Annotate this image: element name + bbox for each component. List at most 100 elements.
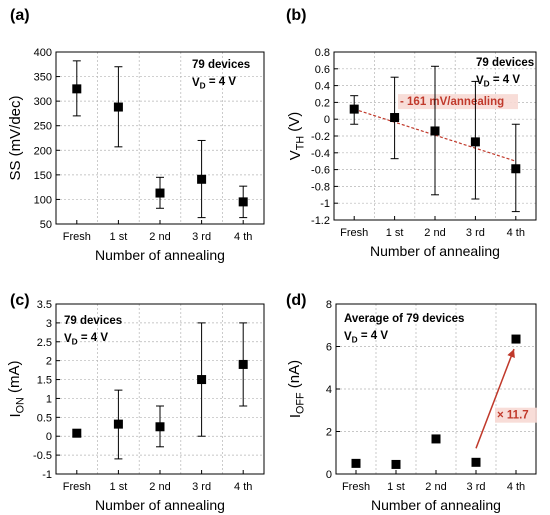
x-tick-label: 2 nd [149,231,170,243]
y-tick-label: 300 [34,96,52,108]
annotation: VD​ = 4 V [192,76,236,90]
x-tick-label: Fresh [63,231,91,243]
x-tick-label: 4 th [234,231,252,243]
y-tick-label: -1 [42,469,52,481]
y-tick-label: 0.4 [315,81,330,93]
x-tick-label: 3 rd [192,231,211,243]
y-tick-label: 150 [34,170,52,182]
y-tick-label: 0.2 [315,97,330,109]
data-point [155,188,165,198]
x-tick-label: Fresh [342,481,370,493]
trend-label-bg [398,94,518,110]
annotation: Average of 79 devices [344,313,464,325]
x-axis-label: Number of annealing [370,243,500,259]
x-tick-label: 4 th [234,481,252,493]
growth-label-bg [495,407,537,423]
panel-4: 0 2 4 6 8 Fresh 1 st 2 nd 3 rd 4 th Number of anne… [286,292,537,513]
data-point [72,84,82,94]
x-tick-label: 2 nd [425,481,446,493]
panel-1: 50 100 150 200 250 300 350 400 Fresh 1 st 2 nd 3 rd… [7,7,265,263]
y-axis-label: ION​ (mA) [6,360,27,417]
annotation: 79 devices [476,57,534,69]
growth-label: × 11.7 [497,410,529,422]
y-tick-label: 2 [46,356,52,368]
y-tick-label: -0.5 [33,450,52,462]
x-tick-label: 3 rd [192,481,211,493]
panel-label: (a) [10,7,30,24]
panel-label: (d) [286,292,306,309]
x-tick-label: 4 th [507,481,525,493]
panel-label: (b) [286,7,306,24]
data-point [238,197,248,207]
y-tick-label: 0 [326,469,332,481]
x-tick-label: 1 st [387,481,405,493]
data-point [351,458,361,468]
x-tick-label: 2 nd [424,227,445,239]
y-tick-label: 250 [34,121,52,133]
y-tick-label: 100 [34,194,52,206]
y-tick-label: -0.4 [311,148,330,160]
data-point [470,137,480,147]
data-point [390,113,400,123]
y-tick-label: 0.5 [37,412,52,424]
data-point [113,102,123,112]
x-tick-label: 3 rd [467,481,486,493]
y-tick-label: 2 [326,427,332,439]
data-point [511,334,521,344]
trend-label: - 161 mV/annealing [400,96,504,108]
data-point [197,174,207,184]
data-point [72,428,82,438]
y-tick-label: 1.5 [37,375,52,387]
y-tick-label: 400 [34,47,52,59]
annotation: VD​ = 4 V [344,330,388,344]
x-tick-label: 1 st [110,481,128,493]
x-axis-label: Number of annealing [371,497,501,513]
annotation: 79 devices [64,315,122,327]
data-point [349,104,359,114]
y-tick-label: 6 [326,342,332,354]
x-tick-label: Fresh [340,227,368,239]
y-tick-label: 200 [34,145,52,157]
y-tick-label: 2.5 [37,337,52,349]
y-tick-label: 0.6 [315,64,330,76]
x-axis-label: Number of annealing [95,247,225,263]
panel-3: -1 -0.5 0 0.5 1 1.5 2 2.5 3 3.5 Fresh 1 st 2 nd 3 rd 4… [6,292,265,513]
y-tick-label: 350 [34,72,52,84]
y-tick-label: -1 [320,198,330,210]
annotation: VD​ = 4 V [476,74,520,88]
y-tick-label: -1.2 [311,215,330,227]
data-point [238,359,248,369]
x-tick-label: Fresh [63,481,91,493]
data-point [113,419,123,429]
trend-line [354,108,516,162]
data-point [431,434,441,444]
data-point [430,126,440,136]
annotation: 79 devices [192,59,250,71]
x-tick-label: 3 rd [466,227,485,239]
y-tick-label: 3 [46,318,52,330]
data-point [391,459,401,469]
y-tick-label: 0 [46,431,52,443]
y-axis-label: IOFF​ (nA) [286,360,307,418]
y-tick-label: 50 [40,219,52,231]
data-point [197,375,207,385]
y-tick-label: 0 [324,114,330,126]
x-tick-label: 1 st [386,227,404,239]
plot-frame [55,303,265,475]
x-axis-label: Number of annealing [95,497,225,513]
x-tick-label: 1 st [110,231,128,243]
data-point [511,164,521,174]
y-tick-label: 0.8 [315,47,330,59]
y-tick-label: 3.5 [37,299,52,311]
y-tick-label: 1 [46,393,52,405]
growth-arrow-head [507,349,515,358]
y-tick-label: 4 [326,384,332,396]
x-tick-label: 4 th [507,227,525,239]
y-tick-label: -0.6 [311,165,330,177]
y-axis-label: SS (mV/dec) [7,95,24,180]
y-axis-label: VTH​ (V) [286,112,307,161]
panel-label: (c) [10,292,30,309]
data-point [155,422,165,432]
growth-arrow [475,348,515,449]
